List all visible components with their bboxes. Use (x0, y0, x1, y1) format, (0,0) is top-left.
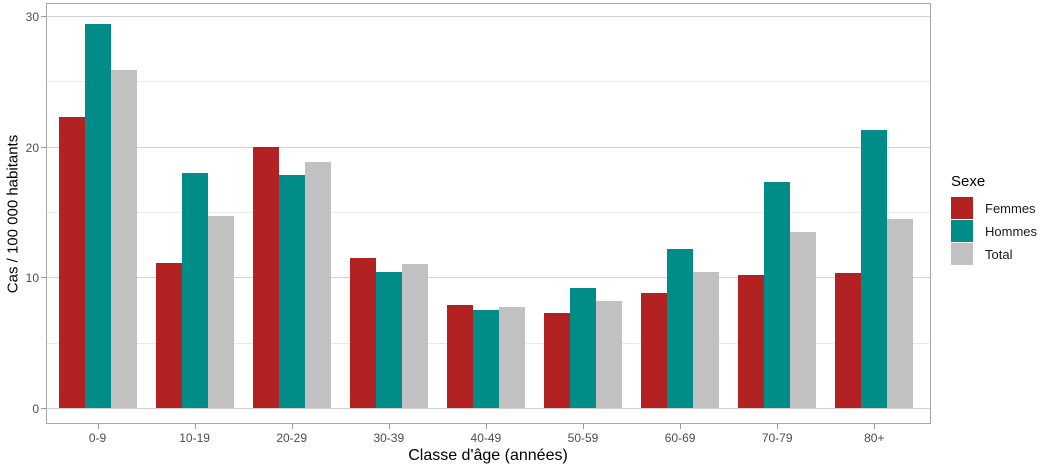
x-tick-label: 10-19 (179, 431, 210, 445)
bar-total-10-19 (207, 215, 234, 408)
y-tick-label: 20 (25, 140, 39, 155)
x-tick-mark (194, 424, 196, 429)
bar-femmes-60-69 (641, 293, 668, 408)
bar-total-80+ (887, 218, 914, 408)
x-tick-mark (777, 424, 779, 429)
bar-femmes-40-49 (446, 304, 473, 408)
x-tick-mark (874, 424, 876, 429)
x-tick-label: 30-39 (373, 431, 405, 445)
x-tick-mark (680, 424, 682, 429)
minor-gridline (47, 212, 930, 213)
bar-femmes-50-59 (544, 312, 570, 408)
bar-hommes-0-9 (84, 23, 111, 408)
legend-label: Total (985, 246, 1013, 262)
legend-title: Sexe (951, 173, 986, 190)
bar-hommes-50-59 (570, 287, 596, 408)
major-gridline (47, 408, 930, 409)
bar-hommes-40-49 (472, 310, 499, 408)
y-tick-mark (41, 146, 46, 148)
major-gridline (47, 146, 930, 148)
bar-total-50-59 (596, 300, 622, 408)
legend-swatch-femmes (951, 197, 973, 219)
y-tick-label: 30 (25, 10, 39, 25)
x-axis-title: Classe d'âge (années) (408, 447, 568, 464)
legend-swatch-total (951, 243, 973, 265)
legend-swatch-hommes (951, 220, 973, 242)
x-tick-label: 40-49 (470, 431, 502, 445)
legend-label: Hommes (985, 223, 1038, 239)
bar-hommes-70-79 (764, 181, 791, 408)
y-tick-label: 10 (25, 271, 39, 286)
bar-total-40-49 (498, 307, 525, 408)
bar-hommes-60-69 (667, 248, 694, 408)
legend-label: Femmes (985, 200, 1036, 216)
x-tick-label: 20-29 (276, 431, 308, 445)
bar-femmes-10-19 (155, 262, 182, 408)
major-gridline (47, 277, 930, 279)
x-tick-mark (291, 424, 293, 429)
legend: Sexe Femmes Hommes Total (951, 173, 1037, 266)
major-gridline (47, 16, 930, 18)
x-tick-label: 50-59 (567, 431, 599, 445)
bar-hommes-30-39 (375, 272, 402, 408)
bar-hommes-10-19 (181, 172, 208, 408)
x-tick-mark (485, 424, 487, 429)
bar-total-30-39 (401, 264, 428, 408)
x-tick-label: 0-9 (88, 431, 107, 445)
legend-items: Femmes Hommes Total (951, 197, 1037, 265)
y-tick-label: 0 (32, 402, 39, 416)
x-tick-mark (388, 424, 390, 429)
x-tick-mark (583, 424, 584, 429)
x-tick-mark (97, 424, 99, 429)
x-tick-label: 60-69 (664, 431, 696, 445)
bar-femmes-30-39 (349, 257, 376, 408)
x-tick-label: 70-79 (761, 431, 793, 445)
bar-femmes-80+ (835, 273, 862, 408)
bar-femmes-20-29 (252, 146, 279, 408)
minor-gridline (47, 81, 930, 83)
y-tick-mark (41, 277, 46, 279)
bar-total-20-29 (304, 162, 331, 408)
bar-hommes-20-29 (278, 175, 305, 408)
legend-item-femmes: Femmes (951, 197, 1037, 219)
bar-total-60-69 (693, 272, 720, 408)
y-axis-title: Cas / 100 000 habitants (4, 134, 22, 294)
y-tick-mark (41, 16, 46, 18)
y-tick-mark (41, 408, 46, 409)
legend-item-total: Total (951, 243, 1037, 265)
bar-femmes-0-9 (58, 116, 85, 408)
x-tick-label: 80+ (864, 431, 885, 445)
bar-total-0-9 (110, 69, 137, 408)
bar-total-70-79 (790, 231, 817, 408)
bar-femmes-70-79 (738, 274, 765, 408)
bar-hommes-80+ (861, 129, 888, 408)
legend-item-hommes: Hommes (951, 220, 1037, 242)
